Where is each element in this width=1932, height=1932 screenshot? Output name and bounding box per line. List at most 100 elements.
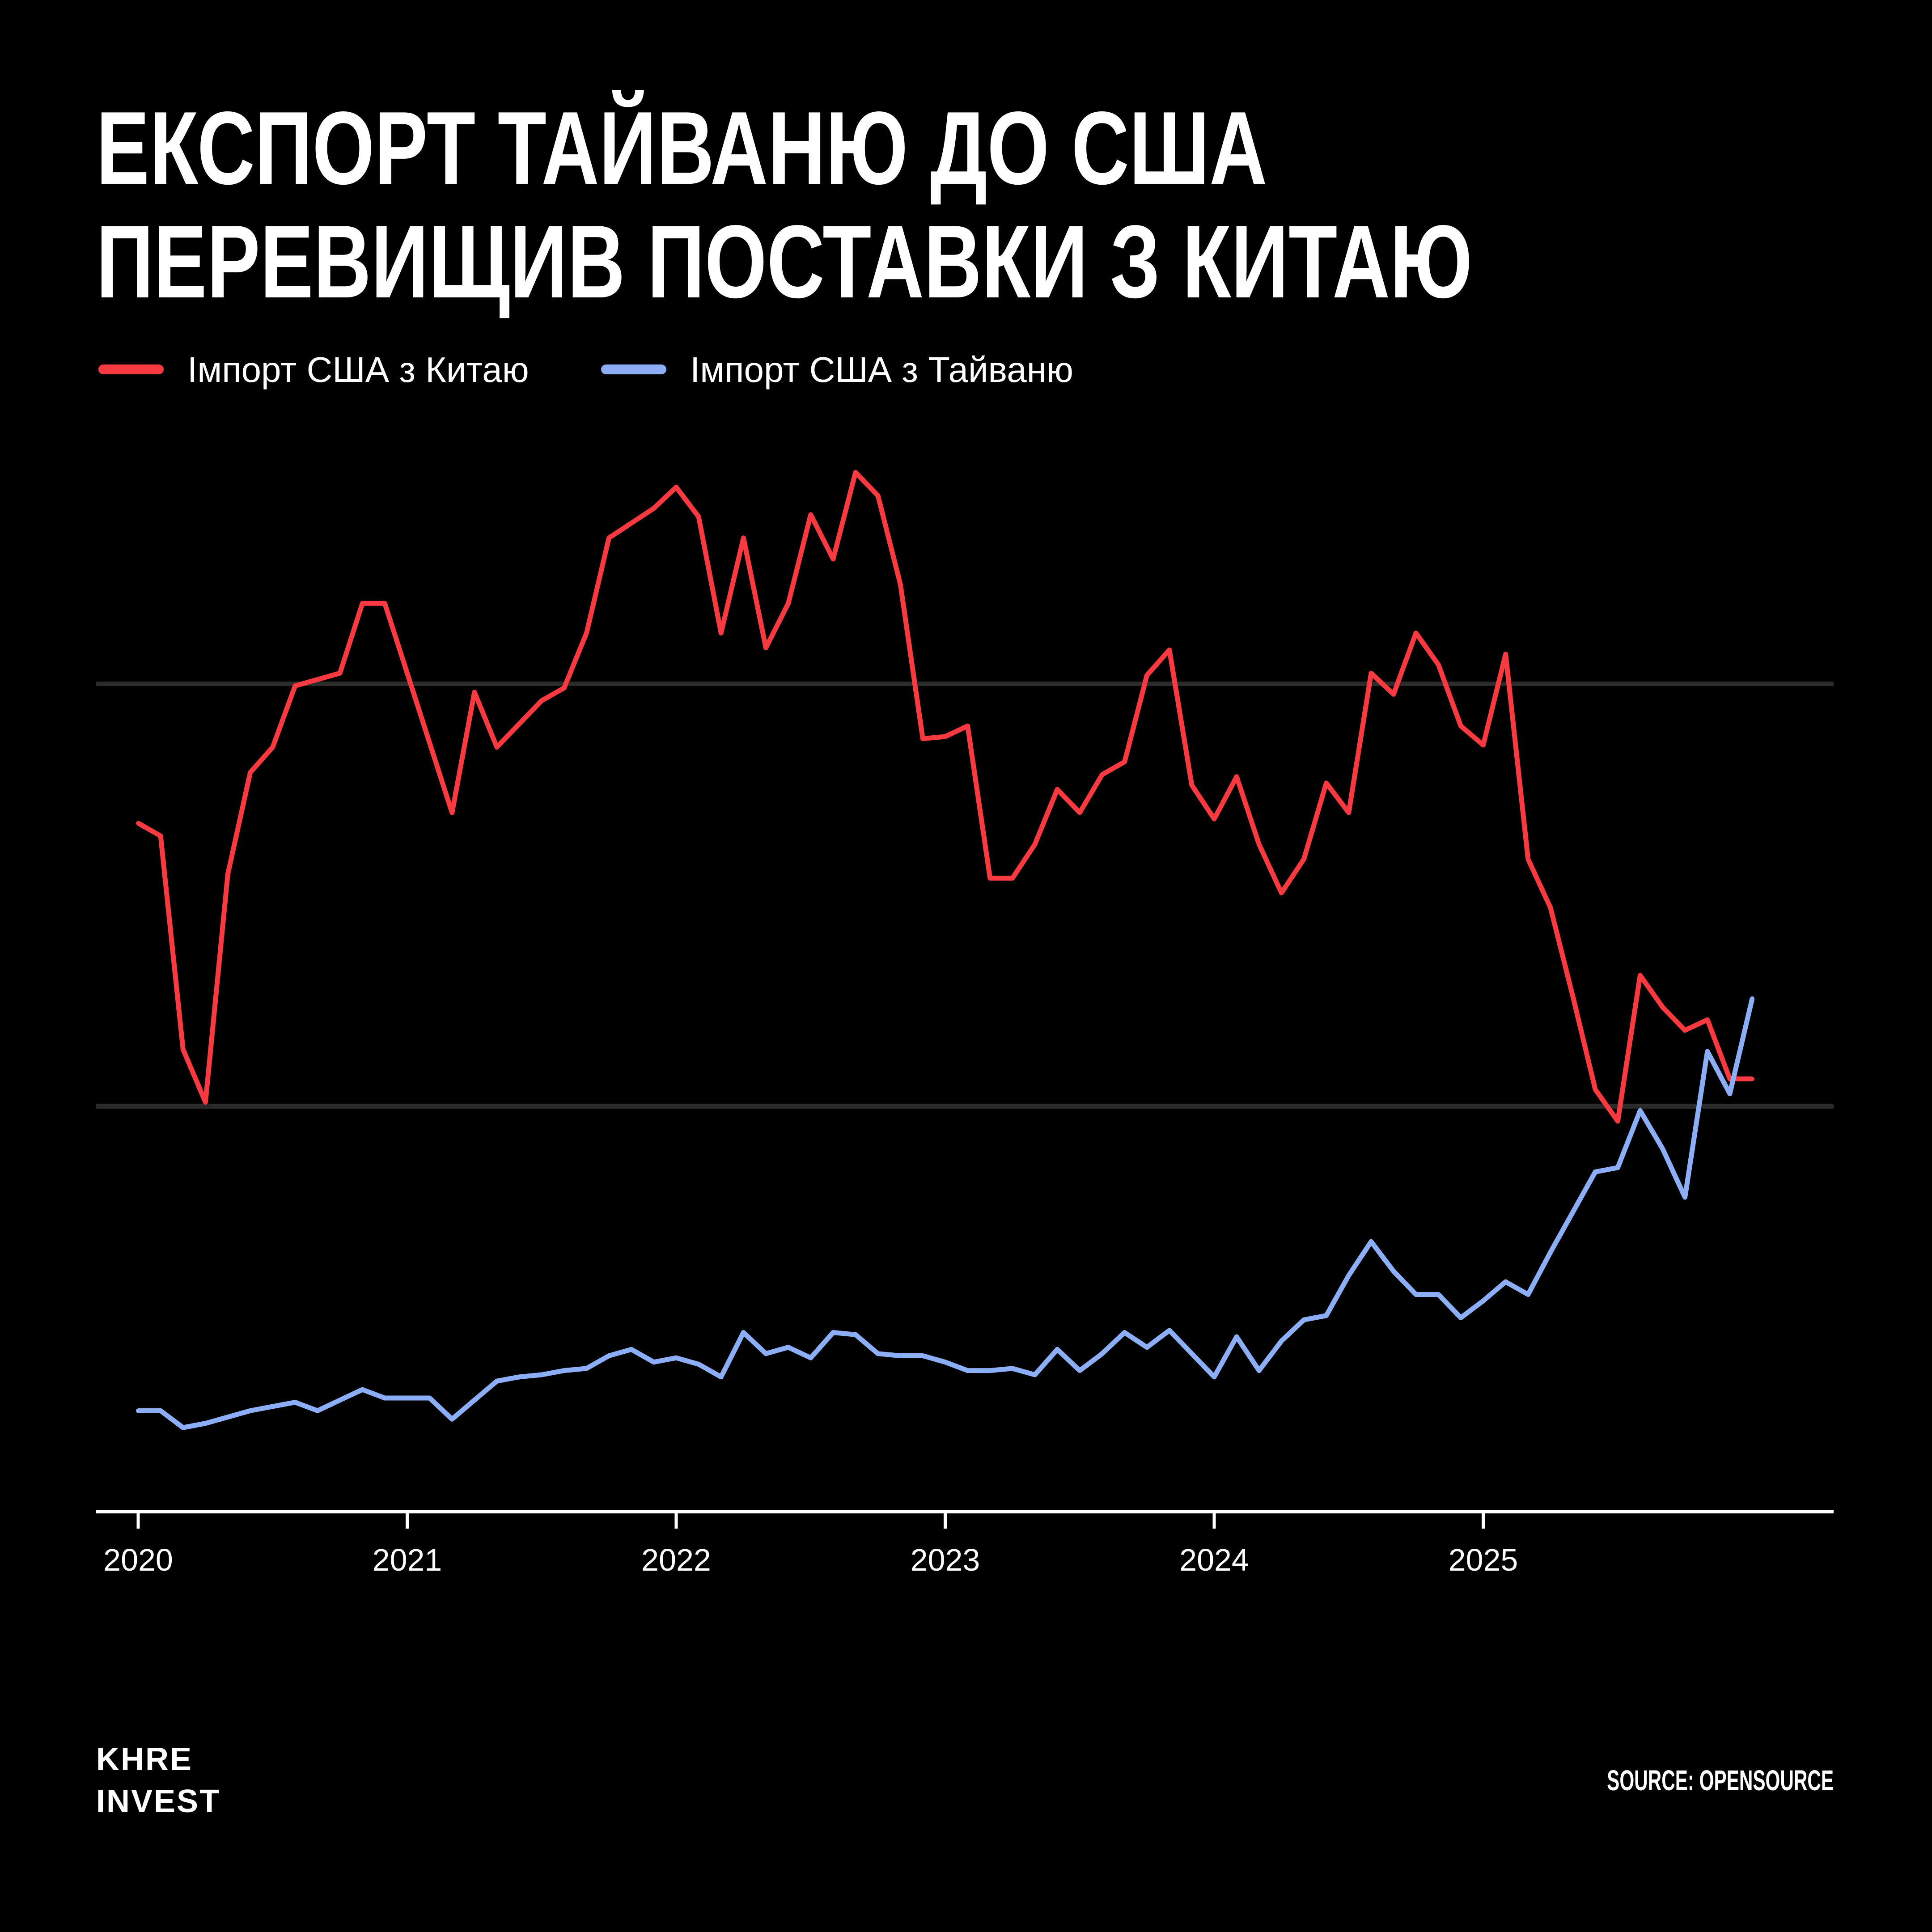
- data-point: [808, 1356, 813, 1360]
- data-point: [696, 514, 701, 519]
- data-point: [517, 1374, 522, 1379]
- data-point: [853, 1332, 858, 1337]
- data-point: [427, 741, 432, 746]
- data-point: [1481, 1298, 1486, 1303]
- data-point: [1414, 1292, 1419, 1297]
- legend-label-china: Імпорт США з Китаю: [187, 350, 529, 390]
- data-point: [741, 535, 746, 540]
- data-point: [158, 1408, 163, 1413]
- data-point: [338, 1398, 343, 1402]
- data-point: [136, 821, 140, 826]
- data-point: [719, 631, 724, 636]
- data-point: [1189, 783, 1194, 788]
- data-point: [539, 698, 544, 703]
- chart-title: ЕКСПОРТ ТАЙВАНЮ ДО США ПЕРЕВИЩИВ ПОСТАВК…: [96, 92, 1472, 319]
- data-point: [1548, 1250, 1553, 1254]
- data-point: [1391, 1269, 1396, 1274]
- data-point: [1122, 1330, 1127, 1335]
- data-point: [1593, 1169, 1598, 1174]
- data-point: [1750, 1076, 1754, 1081]
- data-point: [1458, 1315, 1463, 1320]
- data-point: [786, 601, 791, 606]
- data-point: [1324, 780, 1329, 785]
- data-point: [1705, 1017, 1710, 1022]
- source-note: SOURCE: OPENSOURCE: [1607, 1764, 1834, 1796]
- data-point: [270, 745, 275, 750]
- data-point: [1368, 671, 1373, 676]
- data-point: [1571, 1210, 1575, 1215]
- data-point: [1660, 1146, 1665, 1151]
- data-point: [562, 1368, 567, 1373]
- data-point: [629, 521, 634, 525]
- data-point: [876, 1351, 881, 1356]
- data-point: [1055, 1347, 1060, 1352]
- brand-logo-line-2: INVEST: [96, 1784, 221, 1819]
- data-point: [1033, 1373, 1037, 1377]
- data-point: [1212, 1374, 1216, 1379]
- data-point: [651, 506, 656, 511]
- data-point: [1279, 890, 1284, 895]
- data-point: [1122, 759, 1127, 764]
- data-point: [1010, 1366, 1015, 1371]
- data-point: [203, 1100, 208, 1105]
- data-point: [315, 1408, 320, 1413]
- data-point: [1234, 774, 1239, 779]
- data-point: [696, 1362, 701, 1367]
- data-point: [449, 810, 454, 815]
- data-point: [1593, 1087, 1598, 1092]
- data-point: [987, 876, 992, 881]
- data-point: [181, 1425, 186, 1430]
- data-point: [920, 1353, 925, 1358]
- data-point: [1458, 724, 1463, 729]
- data-point: [1682, 1195, 1687, 1200]
- data-point: [808, 512, 813, 517]
- data-point: [136, 1408, 140, 1413]
- data-point: [248, 770, 253, 775]
- data-point: [270, 1404, 275, 1409]
- data-point: [920, 736, 925, 741]
- data-point: [1301, 1318, 1306, 1322]
- data-point: [292, 683, 297, 688]
- data-point: [1525, 857, 1530, 861]
- data-point: [1324, 1313, 1329, 1318]
- data-point: [562, 686, 567, 691]
- data-point: [1077, 810, 1082, 815]
- data-point: [1167, 648, 1172, 652]
- data-point: [1571, 994, 1575, 999]
- data-point: [943, 734, 948, 739]
- data-point: [1548, 905, 1553, 910]
- brand-logo-line-1: KHRE: [96, 1741, 193, 1777]
- data-point: [1257, 842, 1262, 847]
- data-point: [853, 470, 858, 475]
- data-point: [830, 557, 835, 561]
- data-point: [1750, 996, 1754, 1001]
- data-point: [1414, 631, 1419, 636]
- data-point: [1503, 1280, 1508, 1284]
- data-point: [1503, 652, 1508, 657]
- data-point: [1638, 1108, 1643, 1113]
- data-point: [405, 1396, 410, 1400]
- data-point: [1301, 857, 1306, 861]
- data-point: [741, 1330, 746, 1335]
- data-point: [292, 1400, 297, 1405]
- legend-swatch-taiwan: [601, 364, 666, 374]
- legend-label-taiwan: Імпорт США з Тайваню: [690, 350, 1073, 390]
- data-point: [338, 671, 343, 676]
- data-point: [1100, 772, 1105, 777]
- data-point: [830, 1330, 835, 1335]
- data-point: [225, 1415, 230, 1419]
- data-point: [1481, 742, 1486, 747]
- data-point: [225, 872, 230, 877]
- data-point: [158, 834, 163, 839]
- data-point: [181, 1047, 186, 1052]
- x-tick-label: 2025: [1448, 1542, 1518, 1577]
- data-point: [1368, 1239, 1373, 1244]
- data-point: [763, 1351, 768, 1356]
- data-point: [1033, 842, 1037, 847]
- x-tick-label: 2021: [372, 1542, 442, 1577]
- data-point: [1055, 787, 1060, 792]
- data-point: [1212, 817, 1216, 822]
- data-point: [360, 601, 365, 606]
- data-point: [1346, 1273, 1351, 1278]
